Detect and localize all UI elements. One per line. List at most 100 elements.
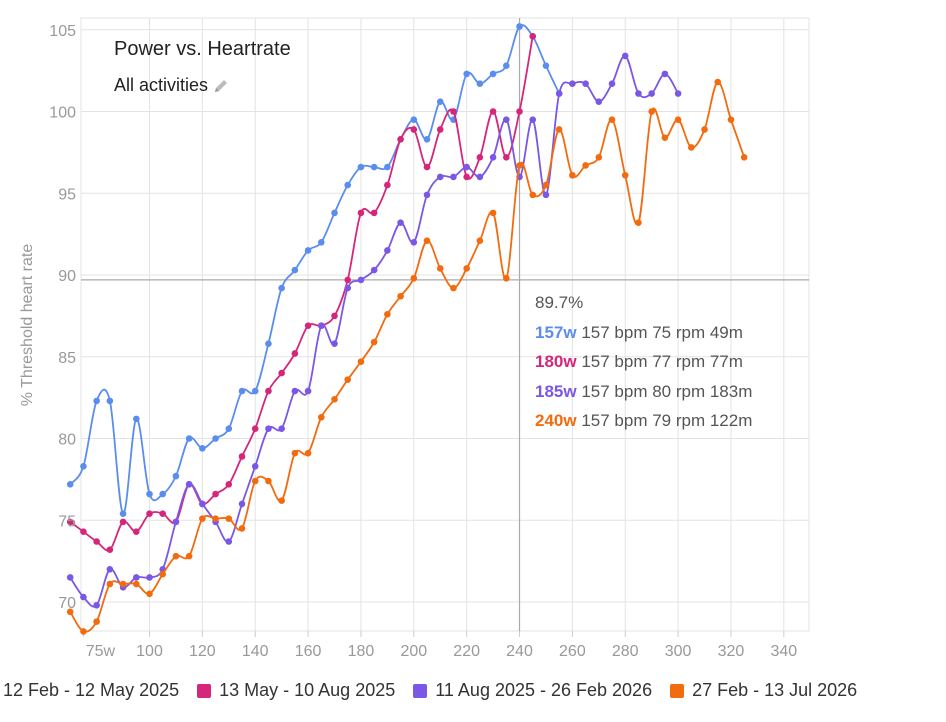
data-point[interactable] (476, 153, 484, 161)
data-point[interactable] (384, 310, 391, 318)
data-point[interactable] (370, 266, 378, 274)
data-point[interactable] (199, 515, 206, 522)
data-point[interactable] (384, 181, 391, 189)
data-point[interactable] (304, 322, 312, 329)
data-point[interactable] (119, 510, 127, 518)
data-point[interactable] (542, 62, 550, 70)
data-point[interactable] (370, 338, 378, 346)
data-point[interactable] (397, 292, 404, 300)
data-point[interactable] (317, 322, 325, 329)
data-point[interactable] (185, 480, 193, 488)
data-point[interactable] (106, 397, 114, 405)
data-point[interactable] (132, 574, 140, 581)
data-point[interactable] (146, 490, 153, 498)
data-point[interactable] (423, 237, 431, 244)
data-point[interactable] (436, 173, 444, 181)
data-point[interactable] (106, 566, 114, 573)
data-point[interactable] (132, 415, 140, 423)
data-point[interactable] (331, 209, 338, 217)
data-point[interactable] (357, 358, 365, 365)
data-point[interactable] (450, 173, 457, 181)
data-point[interactable] (410, 274, 418, 282)
data-point[interactable] (80, 593, 87, 601)
legend-item[interactable]: 27 Feb - 13 Jul 2026 (670, 680, 857, 701)
data-point[interactable] (344, 376, 352, 383)
data-point[interactable] (331, 395, 338, 403)
data-point[interactable] (423, 135, 431, 143)
data-point[interactable] (661, 70, 669, 78)
data-point[interactable] (172, 518, 180, 526)
data-point[interactable] (463, 163, 470, 171)
data-point[interactable] (251, 425, 259, 432)
pencil-icon[interactable] (212, 77, 230, 95)
data-point[interactable] (463, 265, 470, 272)
data-point[interactable] (357, 276, 365, 284)
data-point[interactable] (172, 552, 180, 560)
data-point[interactable] (516, 23, 523, 30)
data-point[interactable] (569, 171, 576, 179)
data-point[interactable] (225, 538, 233, 545)
data-point[interactable] (463, 173, 470, 181)
data-point[interactable] (503, 274, 510, 282)
data-point[interactable] (410, 116, 418, 123)
data-point[interactable] (225, 425, 233, 432)
data-point[interactable] (503, 116, 510, 123)
data-point[interactable] (238, 525, 246, 532)
data-point[interactable] (489, 209, 497, 217)
data-point[interactable] (635, 219, 642, 226)
data-point[interactable] (436, 126, 444, 133)
data-point[interactable] (80, 628, 87, 635)
data-point[interactable] (159, 510, 167, 518)
legend-item[interactable]: 11 Aug 2025 - 26 Feb 2026 (413, 680, 652, 701)
data-point[interactable] (93, 618, 100, 625)
data-point[interactable] (476, 237, 484, 244)
data-point[interactable] (331, 340, 338, 347)
data-point[interactable] (674, 116, 682, 123)
data-point[interactable] (119, 518, 127, 526)
data-point[interactable] (714, 78, 722, 86)
data-point[interactable] (608, 80, 616, 88)
data-point[interactable] (66, 608, 74, 616)
data-point[interactable] (172, 472, 180, 480)
data-point[interactable] (265, 477, 272, 485)
data-point[interactable] (212, 490, 219, 498)
data-point[interactable] (304, 449, 312, 457)
data-point[interactable] (265, 340, 272, 347)
data-point[interactable] (410, 239, 418, 246)
data-point[interactable] (370, 163, 378, 171)
data-point[interactable] (635, 90, 642, 97)
data-point[interactable] (93, 397, 100, 405)
data-point[interactable] (529, 116, 537, 123)
data-point[interactable] (648, 90, 655, 97)
data-point[interactable] (251, 387, 259, 395)
data-point[interactable] (66, 518, 74, 526)
data-point[interactable] (489, 108, 497, 115)
data-point[interactable] (344, 284, 352, 292)
data-point[interactable] (555, 90, 563, 97)
data-point[interactable] (304, 247, 312, 254)
data-point[interactable] (582, 80, 589, 88)
data-point[interactable] (595, 98, 603, 105)
data-point[interactable] (436, 98, 444, 105)
data-point[interactable] (740, 153, 748, 161)
data-point[interactable] (317, 413, 325, 421)
data-point[interactable] (146, 574, 153, 581)
data-point[interactable] (238, 500, 246, 508)
data-point[interactable] (397, 135, 404, 143)
data-point[interactable] (542, 181, 550, 189)
data-point[interactable] (648, 108, 655, 115)
data-point[interactable] (199, 500, 206, 508)
data-point[interactable] (66, 480, 74, 488)
data-point[interactable] (317, 239, 325, 246)
data-point[interactable] (212, 435, 219, 442)
data-point[interactable] (251, 462, 259, 470)
data-point[interactable] (159, 570, 167, 578)
data-point[interactable] (384, 163, 391, 171)
data-point[interactable] (146, 510, 153, 518)
data-point[interactable] (66, 574, 74, 581)
data-point[interactable] (199, 445, 206, 452)
data-point[interactable] (225, 515, 233, 522)
data-point[interactable] (93, 538, 100, 545)
data-point[interactable] (331, 312, 338, 320)
data-point[interactable] (304, 387, 312, 395)
